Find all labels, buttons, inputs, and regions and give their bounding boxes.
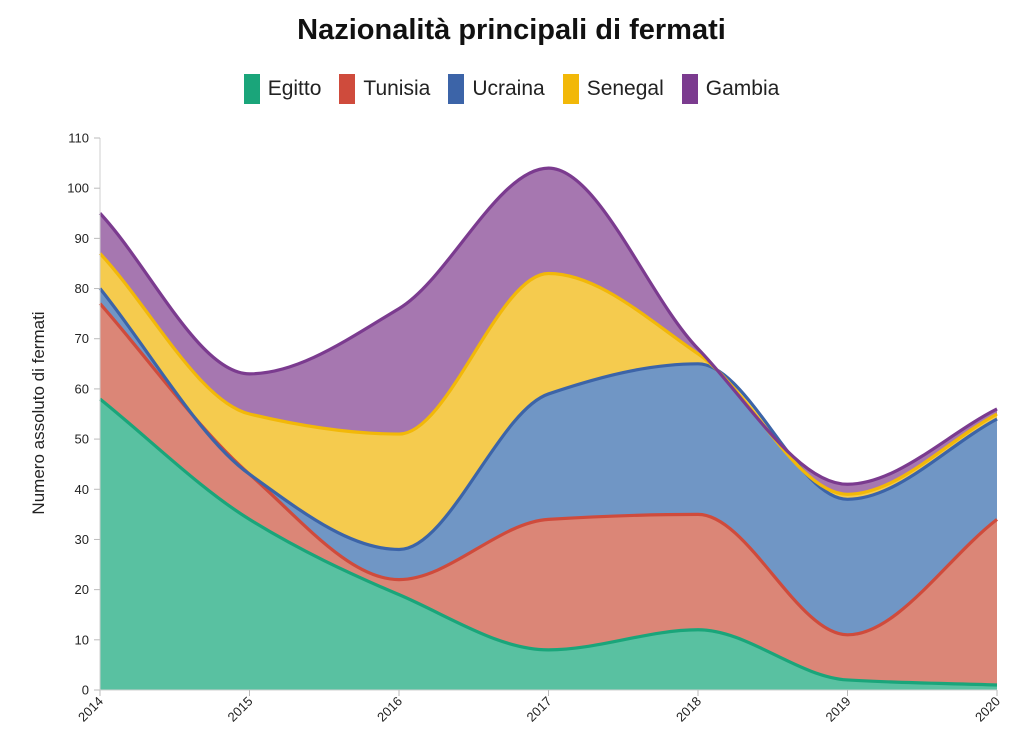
line-gambia xyxy=(98,166,998,486)
y-tick-label: 0 xyxy=(82,683,89,698)
area-tunisia xyxy=(100,303,997,685)
y-axis-title: Numero assoluto di fermati xyxy=(29,311,48,514)
x-tick-label: 2016 xyxy=(374,694,405,725)
area-egitto xyxy=(100,398,997,690)
x-tick-label: 2014 xyxy=(75,694,106,725)
x-tick-label: 2020 xyxy=(972,694,1003,725)
legend-swatch-ucraina xyxy=(448,74,465,104)
y-tick-label: 60 xyxy=(75,381,89,396)
line-egitto xyxy=(98,397,998,687)
y-tick-label: 70 xyxy=(75,331,89,346)
legend-item-ucraina: Ucraina xyxy=(448,74,545,104)
legend-label: Ucraina xyxy=(472,77,545,100)
chart-areas xyxy=(100,168,997,690)
legend-label: Senegal xyxy=(586,77,664,100)
y-tick-label: 100 xyxy=(67,181,89,196)
y-tick-label: 50 xyxy=(75,432,89,447)
area-senegal xyxy=(100,253,997,550)
legend-swatch-gambia xyxy=(681,74,698,104)
legend-item-tunisia: Tunisia xyxy=(339,74,430,104)
line-ucraina xyxy=(98,287,998,552)
legend-label: Tunisia xyxy=(363,77,431,100)
legend-item-gambia: Gambia xyxy=(681,74,780,104)
legend-swatch-egitto xyxy=(243,74,260,104)
legend-item-egitto: Egitto xyxy=(243,74,322,104)
x-tick-label: 2018 xyxy=(673,694,704,725)
line-senegal xyxy=(98,252,998,496)
x-tick-label: 2015 xyxy=(225,694,256,725)
area-gambia xyxy=(100,168,997,495)
y-tick-label: 30 xyxy=(75,532,89,547)
chart-title: Nazionalità principali di fermati xyxy=(297,14,726,46)
y-tick-label: 80 xyxy=(75,281,89,296)
legend: Egitto Tunisia Ucraina Senegal Gambia xyxy=(0,74,1023,104)
chart-lines xyxy=(98,166,998,687)
y-tick-label: 40 xyxy=(75,482,89,497)
legend-label: Gambia xyxy=(705,77,780,100)
y-tick-label: 110 xyxy=(68,131,89,146)
y-tick-label: 20 xyxy=(75,582,89,597)
x-tick-label: 2019 xyxy=(823,694,854,725)
y-tick-label: 10 xyxy=(75,632,89,647)
legend-swatch-senegal xyxy=(562,74,579,104)
x-tick-label: 2017 xyxy=(524,694,555,725)
legend-label: Egitto xyxy=(267,77,322,100)
y-tick-label: 90 xyxy=(75,231,89,246)
legend-swatch-tunisia xyxy=(339,74,356,104)
area-ucraina xyxy=(100,288,997,635)
legend-item-senegal: Senegal xyxy=(562,74,664,104)
